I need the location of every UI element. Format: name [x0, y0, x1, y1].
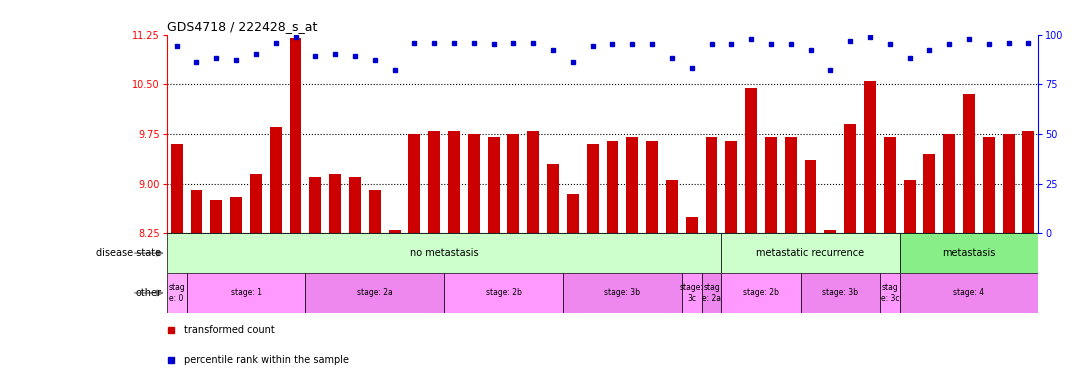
Bar — [982, 137, 995, 233]
Bar — [289, 38, 301, 233]
Bar — [1022, 131, 1034, 233]
Bar — [487, 137, 499, 233]
Bar — [270, 127, 282, 233]
Bar — [746, 88, 758, 233]
Bar — [369, 190, 381, 233]
Bar — [306, 273, 444, 313]
Text: stage: 3b: stage: 3b — [822, 288, 859, 297]
Text: GDS4718 / 222428_s_at: GDS4718 / 222428_s_at — [167, 20, 317, 33]
Bar — [527, 131, 539, 233]
Bar — [784, 137, 796, 233]
Bar — [682, 273, 702, 313]
Bar — [349, 177, 360, 233]
Text: no metastasis: no metastasis — [410, 248, 479, 258]
Text: stage: 1: stage: 1 — [230, 288, 261, 297]
Text: metastatic recurrence: metastatic recurrence — [756, 248, 865, 258]
Bar — [448, 131, 459, 233]
Bar — [880, 273, 900, 313]
Bar — [167, 273, 186, 313]
Bar — [190, 190, 202, 233]
Bar — [702, 273, 721, 313]
Text: other: other — [136, 288, 161, 298]
Bar — [883, 137, 895, 233]
Bar — [900, 233, 1038, 273]
Bar — [586, 144, 598, 233]
Bar — [706, 137, 718, 233]
Bar — [824, 230, 836, 233]
Text: stage: 2b: stage: 2b — [744, 288, 779, 297]
Bar — [1003, 134, 1015, 233]
Text: stag
e: 0: stag e: 0 — [168, 283, 185, 303]
Bar — [388, 230, 400, 233]
Bar — [329, 174, 341, 233]
Text: stage: 2b: stage: 2b — [485, 288, 522, 297]
Bar — [310, 177, 322, 233]
Text: percentile rank within the sample: percentile rank within the sample — [184, 355, 350, 365]
Bar — [250, 174, 261, 233]
Bar — [963, 94, 975, 233]
Bar — [167, 233, 721, 273]
Bar — [685, 217, 697, 233]
Bar — [900, 273, 1038, 313]
Bar — [923, 154, 935, 233]
Bar — [666, 180, 678, 233]
Bar — [646, 141, 659, 233]
Bar — [230, 197, 242, 233]
Bar — [468, 134, 480, 233]
Bar — [904, 180, 916, 233]
Text: stage: 4: stage: 4 — [953, 288, 985, 297]
Text: stag
e: 3c: stag e: 3c — [880, 283, 900, 303]
Bar — [409, 134, 421, 233]
Bar — [721, 273, 801, 313]
Bar — [721, 233, 900, 273]
Bar — [547, 164, 560, 233]
Bar — [725, 141, 737, 233]
Bar — [563, 273, 682, 313]
Bar — [444, 273, 563, 313]
Bar — [428, 131, 440, 233]
Bar — [944, 134, 955, 233]
Text: transformed count: transformed count — [184, 324, 275, 334]
Bar — [607, 141, 619, 233]
Bar — [626, 137, 638, 233]
Bar — [801, 273, 880, 313]
Bar — [864, 81, 876, 233]
Text: stage: 2a: stage: 2a — [357, 288, 393, 297]
Text: metastasis: metastasis — [943, 248, 995, 258]
Bar — [186, 273, 306, 313]
Bar — [508, 134, 520, 233]
Bar — [805, 161, 817, 233]
Bar — [845, 124, 856, 233]
Bar — [567, 194, 579, 233]
Bar — [765, 137, 777, 233]
Text: disease state: disease state — [96, 248, 161, 258]
Bar — [211, 200, 223, 233]
Text: stag
e: 2a: stag e: 2a — [702, 283, 721, 303]
Text: stage: 3b: stage: 3b — [605, 288, 640, 297]
Bar — [171, 144, 183, 233]
Text: stage:
3c: stage: 3c — [680, 283, 704, 303]
